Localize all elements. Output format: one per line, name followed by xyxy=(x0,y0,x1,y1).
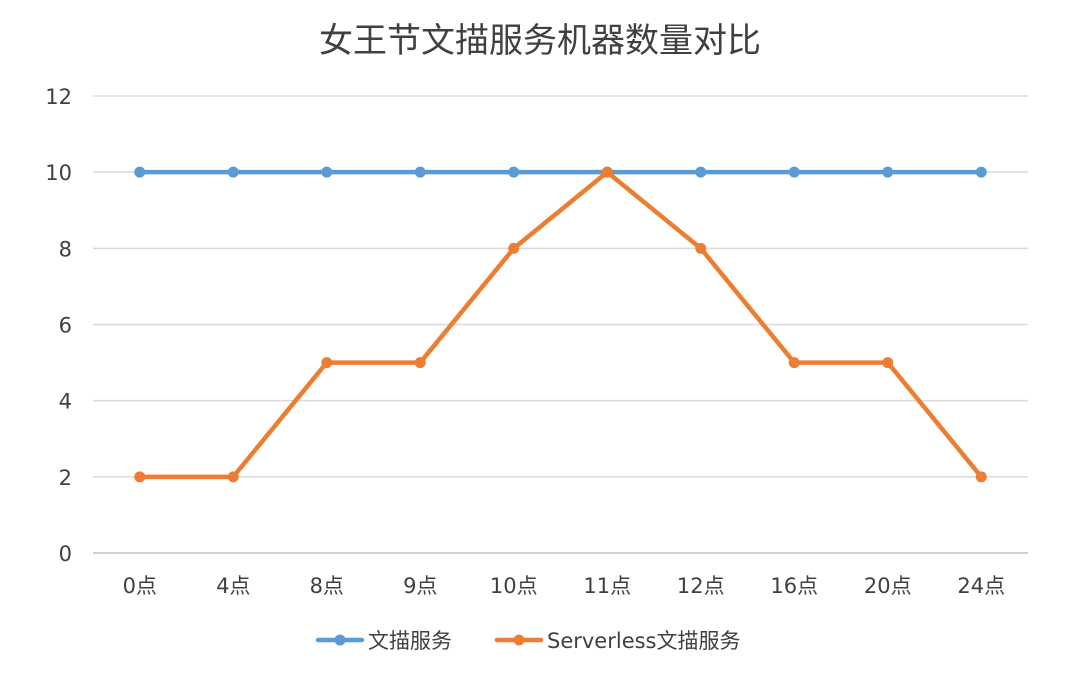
data-point xyxy=(788,166,800,178)
data-point xyxy=(321,357,333,369)
data-point xyxy=(508,242,520,254)
series-1 xyxy=(134,166,987,483)
data-point xyxy=(414,166,426,178)
series-line xyxy=(137,169,984,480)
y-tick-label: 2 xyxy=(59,466,72,490)
data-point xyxy=(227,471,239,483)
y-tick-label: 10 xyxy=(45,161,72,185)
legend-swatch-marker xyxy=(513,634,525,646)
x-tick-label: 10点 xyxy=(490,574,538,598)
data-point xyxy=(975,471,987,483)
data-point xyxy=(227,166,239,178)
legend-swatch-marker xyxy=(334,634,346,646)
series-0 xyxy=(134,166,987,178)
data-point xyxy=(695,166,707,178)
x-tick-label: 12点 xyxy=(677,574,725,598)
gridlines xyxy=(93,95,1028,554)
data-point xyxy=(882,166,894,178)
data-point xyxy=(414,357,426,369)
x-tick-label: 20点 xyxy=(864,574,912,598)
data-point xyxy=(134,166,146,178)
y-tick-label: 12 xyxy=(45,85,72,109)
chart-title: 女王节文描服务机器数量对比 xyxy=(319,21,761,61)
data-point xyxy=(321,166,333,178)
y-tick-label: 0 xyxy=(59,542,72,566)
legend-entry: Serverless文描服务 xyxy=(494,629,741,653)
legend: 文描服务 Serverless文描服务 xyxy=(315,629,741,653)
data-point xyxy=(508,166,520,178)
x-tick-label: 9点 xyxy=(403,574,437,598)
data-point xyxy=(695,242,707,254)
x-axis-tick-labels: 0点 4点 8点 9点 10点 11点 12点 16点 20点 24点 xyxy=(123,574,1006,598)
x-tick-label: 16点 xyxy=(770,574,818,598)
y-tick-label: 4 xyxy=(59,390,72,414)
series-lines xyxy=(134,166,987,483)
x-tick-label: 24点 xyxy=(957,574,1005,598)
x-tick-label: 4点 xyxy=(216,574,250,598)
data-point xyxy=(788,357,800,369)
legend-label: 文描服务 xyxy=(368,629,452,653)
x-tick-label: 11点 xyxy=(583,574,631,598)
x-tick-label: 0点 xyxy=(123,574,157,598)
legend-entry: 文描服务 xyxy=(315,629,452,653)
data-point xyxy=(134,471,146,483)
legend-label: Serverless文描服务 xyxy=(547,629,741,653)
y-axis-tick-labels: 0 2 4 6 8 10 12 xyxy=(45,85,72,566)
y-tick-label: 6 xyxy=(59,314,72,338)
x-tick-label: 8点 xyxy=(310,574,344,598)
data-point xyxy=(601,166,613,178)
data-point xyxy=(882,357,894,369)
data-point xyxy=(975,166,987,178)
y-tick-label: 8 xyxy=(59,237,72,261)
